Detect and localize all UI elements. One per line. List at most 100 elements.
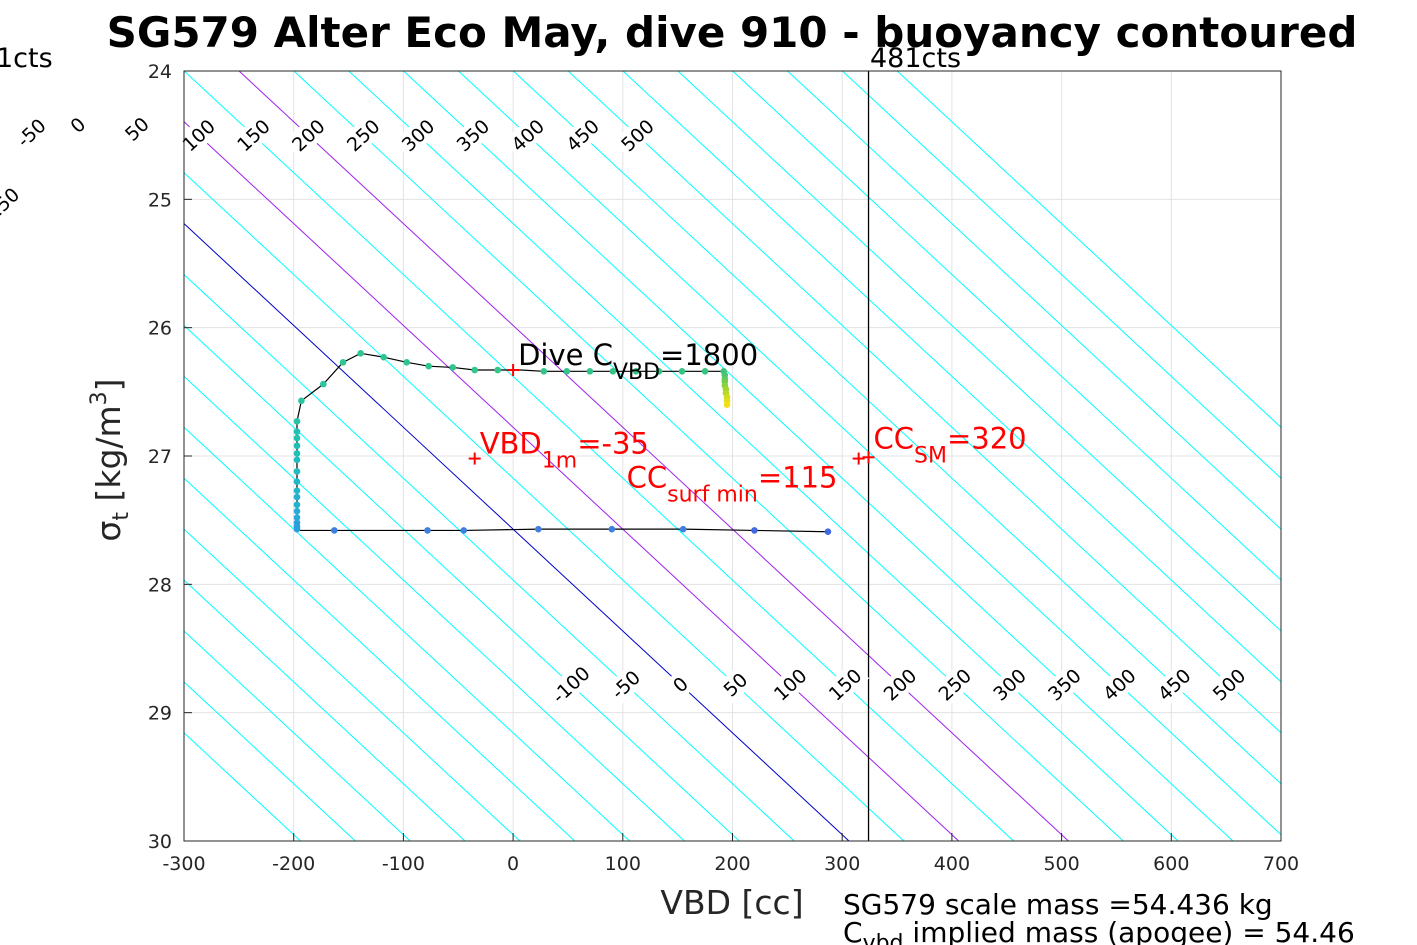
y-tick-label: 30: [148, 831, 172, 853]
contour-label-background: [558, 111, 607, 159]
contour-line: [184, 171, 905, 841]
contour-label-background: [601, 660, 650, 709]
y-tick-label: 26: [148, 318, 172, 340]
contour-label-background: [503, 111, 552, 159]
contour-line: [677, 71, 1281, 632]
trajectory-point: [460, 527, 468, 534]
implied-mass-text: implied mass (apogee) = 54.46: [904, 916, 1355, 945]
contour-line: [787, 71, 1281, 530]
contour-line: [896, 71, 1281, 428]
y-label-close: ]: [89, 378, 128, 391]
contour-label-background: [338, 111, 388, 159]
trajectory-point: [293, 519, 301, 527]
x-tick-label: -100: [382, 853, 425, 875]
contour-line: [184, 426, 630, 841]
contour-label-background: [656, 660, 705, 709]
trajectory-point: [751, 527, 758, 534]
trajectory-point: [449, 364, 457, 371]
trajectory-point: [632, 368, 640, 375]
contour-label-background: [53, 101, 102, 149]
point-label-sub: VBD: [613, 360, 660, 385]
x-tick-label: 600: [1153, 853, 1189, 875]
x-tick-label: 400: [934, 853, 970, 875]
contour-line: [184, 681, 356, 841]
trajectory-point: [293, 450, 301, 457]
point-label: Dive CVBD=1800: [518, 338, 758, 385]
y-label-subscript: t: [109, 512, 134, 521]
contour-label-background: [875, 660, 925, 709]
trajectory-point: [535, 525, 542, 533]
point-label: CCsurf min=115: [627, 461, 838, 508]
x-axis-label: VBD [cc]: [660, 883, 803, 922]
contour-label-background: [710, 660, 760, 709]
contour-label-background: [448, 111, 497, 159]
point-label-main: Dive C: [518, 338, 613, 372]
contour-label-background: [393, 111, 443, 159]
y-label-symbol: σ: [89, 521, 128, 542]
trajectory-point: [494, 366, 502, 374]
contour-line: [184, 324, 740, 841]
trajectory-point: [293, 468, 301, 475]
point-label-sub: 1m: [542, 449, 577, 474]
contour-label-background: [229, 111, 278, 159]
point-label-suffix: =-35: [577, 427, 649, 461]
trajectory-point: [293, 434, 301, 442]
left-counts-label: 1cts: [0, 43, 53, 74]
x-tick-label: 500: [1043, 853, 1079, 875]
trajectory-point: [586, 368, 594, 375]
trajectory-point: [723, 401, 731, 408]
contour-label-background: [765, 660, 815, 709]
x-tick-label: 200: [714, 853, 750, 875]
chart-title: SG579 Alter Eco May, dive 910 - buoyancy…: [107, 8, 1358, 57]
implied-mass-footer: Cvbd implied mass (apogee) = 54.46: [843, 916, 1355, 945]
contour-line: [458, 71, 1281, 836]
y-tick-label: 29: [148, 703, 172, 725]
contour-label-background: [174, 111, 223, 159]
y-axis-ticks: 24 25 26 27 28 29 30: [148, 61, 192, 853]
trajectory-point: [298, 397, 305, 405]
y-label-superscript: 3: [87, 391, 112, 405]
y-tick-label: 27: [148, 446, 172, 468]
trajectory-point: [609, 368, 617, 375]
trajectory-point: [563, 368, 571, 375]
contour-label-background: [612, 111, 662, 159]
contour-label-background: [1149, 660, 1199, 709]
contour-label-background: [930, 660, 979, 709]
contour-line: [184, 579, 466, 841]
trajectory-point: [679, 525, 687, 533]
point-label: CCSM=320: [874, 421, 1027, 468]
contour-label-background: [6, 108, 56, 157]
x-tick-label: 100: [605, 853, 641, 875]
trajectory-point: [293, 507, 301, 515]
contour-label-background: [1204, 660, 1254, 709]
contour-line: [184, 528, 521, 841]
y-tick-label: 24: [148, 61, 172, 83]
contour-label-background: [820, 660, 870, 709]
trajectory-point: [655, 368, 663, 375]
trajectory-point: [293, 493, 301, 501]
contour-line: [348, 71, 1179, 841]
contour-line: [184, 630, 411, 841]
contour-line: [184, 273, 795, 841]
contour-line: [842, 71, 1281, 479]
contour-line: [184, 222, 850, 841]
point-label-sub: SM: [914, 443, 947, 468]
trajectory-point: [357, 350, 364, 357]
contour-line: [512, 71, 1281, 785]
contour-line: [184, 71, 1014, 841]
y-tick-label: 28: [148, 574, 172, 596]
trajectory-point: [293, 418, 301, 425]
trajectory-point: [424, 527, 431, 534]
contour-line: [403, 71, 1234, 841]
trajectory-point: [380, 353, 387, 361]
point-label-main: VBD: [480, 427, 542, 461]
trajectory-point: [293, 442, 301, 450]
trajectory-point: [824, 528, 832, 536]
x-tick-label: 0: [507, 853, 519, 875]
contour-line: [622, 71, 1281, 683]
y-axis-label: σt [kg/m3]: [87, 378, 134, 541]
contour-line: [184, 121, 960, 841]
contour-line: [184, 375, 685, 841]
contour-line: [184, 477, 576, 841]
